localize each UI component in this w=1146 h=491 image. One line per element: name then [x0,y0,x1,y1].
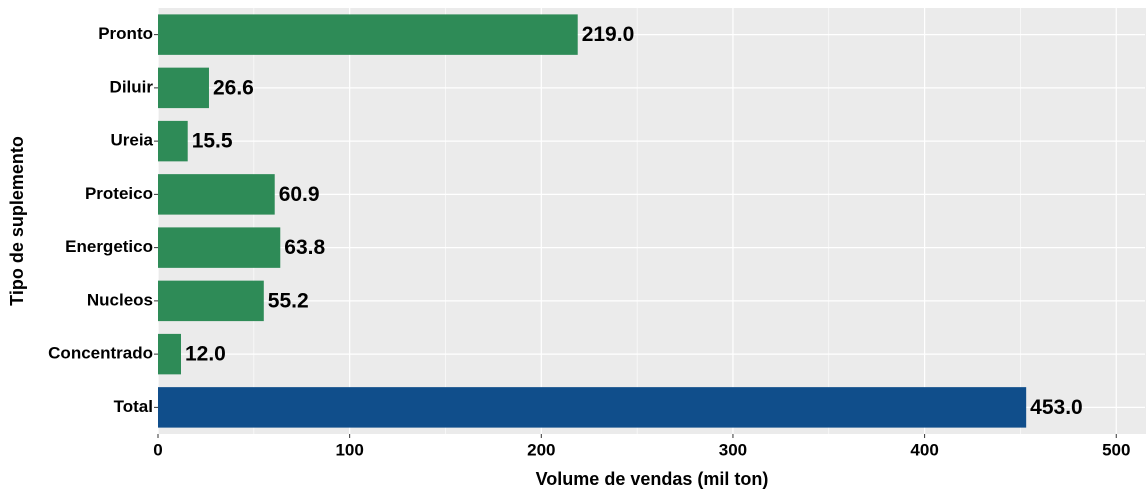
y-tick-label: Nucleos [87,290,153,309]
bar [158,280,264,322]
y-tick-label: Diluir [110,77,154,96]
value-label: 15.5 [192,130,233,153]
value-label: 453.0 [1030,396,1083,419]
value-label: 55.2 [268,289,309,312]
value-label: 219.0 [582,23,635,46]
y-tick-label: Energetico [65,237,153,256]
x-tick-label: 200 [527,440,555,459]
y-tick-label: Pronto [98,24,153,43]
x-tick-label: 500 [1102,440,1130,459]
y-tick-label: Ureia [110,131,153,150]
bar [158,333,181,375]
bar [158,174,275,215]
x-axis-title: Volume de vendas (mil ton) [536,469,769,489]
y-tick-label: Concentrado [48,344,153,363]
value-label: 60.9 [279,183,320,206]
bar [158,387,1027,428]
y-tick-label: Total [114,397,153,416]
x-tick-label: 300 [719,440,747,459]
value-label: 63.8 [284,236,325,259]
bar [158,14,578,55]
plot-panel [158,8,1146,434]
value-label: 12.0 [185,343,226,366]
x-tick-label: 100 [335,440,363,459]
y-tick-label: Proteico [85,184,153,203]
value-label: 26.6 [213,76,254,99]
bar [158,227,281,268]
bar [158,67,209,109]
y-axis-title: Tipo de suplemento [7,136,27,306]
x-tick-label: 0 [153,440,162,459]
bar [158,120,188,162]
x-tick-label: 400 [910,440,938,459]
